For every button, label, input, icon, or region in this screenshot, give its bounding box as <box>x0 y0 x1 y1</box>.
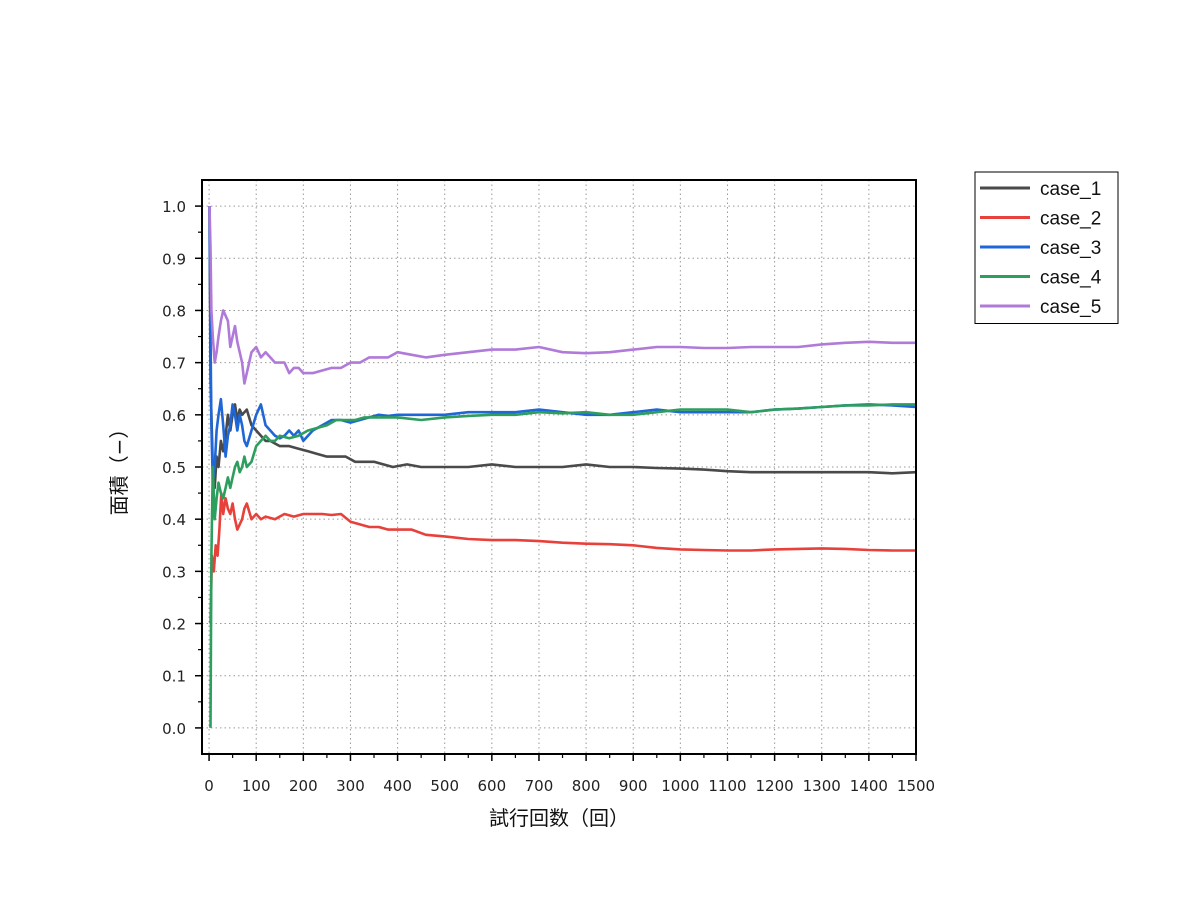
legend-label-case_2: case_2 <box>1040 209 1101 230</box>
y-axis-title: 面積（−） <box>107 419 131 516</box>
x-tick-label: 1200 <box>756 777 794 795</box>
legend-label-case_5: case_5 <box>1040 297 1101 318</box>
series-group <box>208 206 917 728</box>
y-tick-label: 0.4 <box>162 511 186 529</box>
x-tick-label: 0 <box>204 777 214 795</box>
y-tick-label: 0.1 <box>162 668 186 686</box>
series-line-case_5 <box>208 206 916 385</box>
y-tick-label: 0.2 <box>162 616 186 634</box>
x-tick-label: 600 <box>478 777 507 795</box>
y-tick-label: 0.6 <box>162 407 186 425</box>
y-tick-label: 0.0 <box>162 720 186 738</box>
x-tick-label: 300 <box>336 777 365 795</box>
y-tick-label: 0.5 <box>162 459 186 477</box>
legend: case_1 case_2 case_3 case_4 case_5 <box>974 171 1119 324</box>
y-tick-label: 0.3 <box>162 563 186 581</box>
x-tick-label: 1500 <box>897 777 935 795</box>
series-line-case_1 <box>208 206 917 490</box>
series-line-case_2 <box>209 491 916 624</box>
x-tick-label: 1100 <box>708 777 746 795</box>
legend-label-case_3: case_3 <box>1040 238 1101 259</box>
x-tick-label: 700 <box>525 777 554 795</box>
legend-label-case_4: case_4 <box>1040 268 1102 289</box>
x-tick-label: 1000 <box>661 777 699 795</box>
x-tick-label: 1300 <box>803 777 841 795</box>
x-tick-label: 1400 <box>850 777 888 795</box>
x-tick-label: 400 <box>383 777 412 795</box>
axis-ticks: 0 100 200 300 400 500 600 700 800 900 1000 1100 1200… <box>162 198 935 795</box>
series-line-case_4 <box>209 403 916 728</box>
y-tick-label: 0.8 <box>162 302 186 320</box>
legend-label-case_1: case_1 <box>1040 179 1101 200</box>
x-axis-title: 試行回数（回） <box>489 806 629 830</box>
y-tick-label: 0.9 <box>162 250 186 268</box>
x-tick-label: 900 <box>619 777 648 795</box>
y-tick-label: 1.0 <box>162 198 186 216</box>
x-tick-label: 100 <box>242 777 271 795</box>
y-tick-label: 0.7 <box>162 355 186 373</box>
x-tick-label: 500 <box>430 777 459 795</box>
x-tick-label: 800 <box>572 777 601 795</box>
x-tick-label: 200 <box>289 777 318 795</box>
